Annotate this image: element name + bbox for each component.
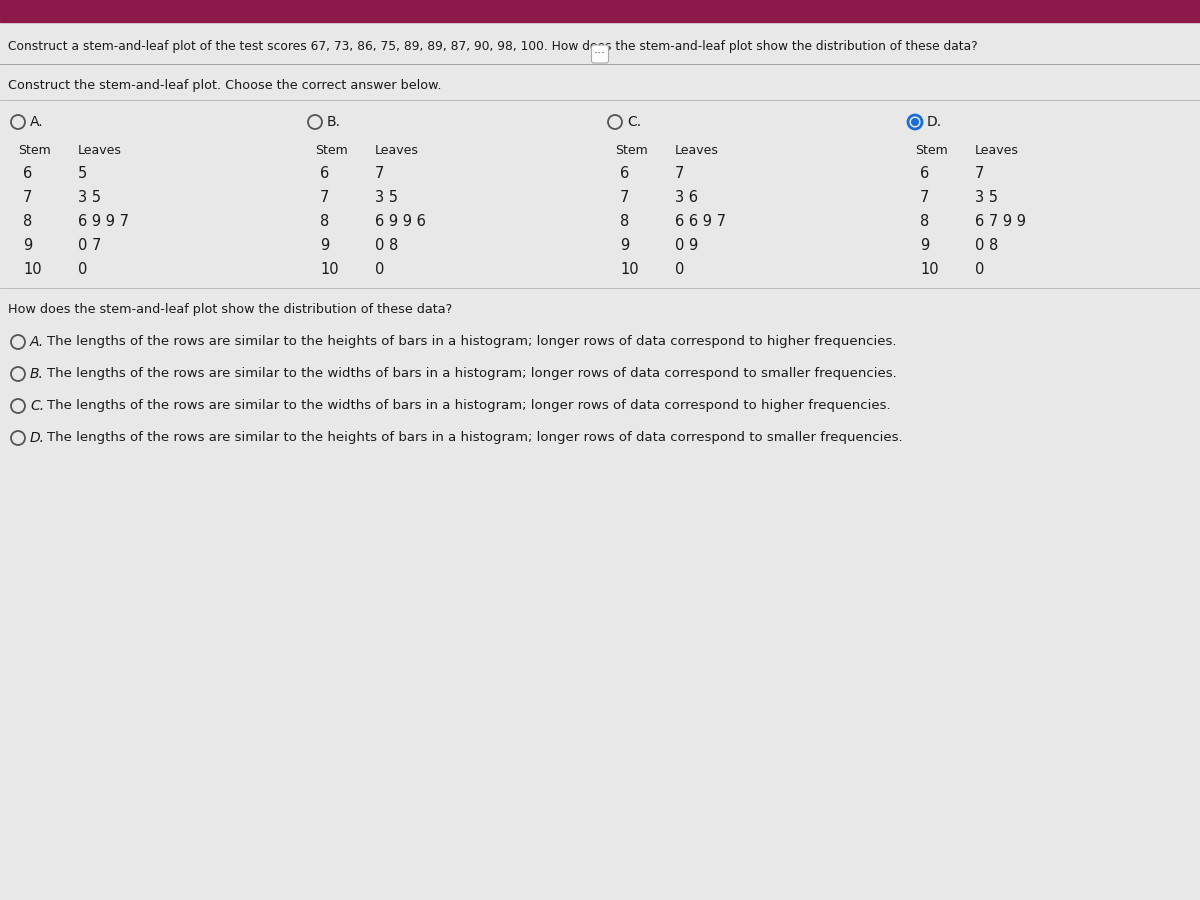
Text: B.: B. xyxy=(30,367,44,381)
Text: D.: D. xyxy=(30,431,46,445)
Text: 0: 0 xyxy=(78,263,88,277)
Text: 9: 9 xyxy=(920,238,929,254)
Text: Stem: Stem xyxy=(916,143,948,157)
Text: The lengths of the rows are similar to the heights of bars in a histogram; longe: The lengths of the rows are similar to t… xyxy=(47,336,896,348)
Text: The lengths of the rows are similar to the widths of bars in a histogram; longer: The lengths of the rows are similar to t… xyxy=(47,400,890,412)
Text: 6: 6 xyxy=(620,166,629,182)
Text: 5: 5 xyxy=(78,166,88,182)
Text: Construct a stem-and-leaf plot of the test scores 67, 73, 86, 75, 89, 89, 87, 90: Construct a stem-and-leaf plot of the te… xyxy=(8,40,978,53)
Text: 8: 8 xyxy=(920,214,929,230)
Text: 7: 7 xyxy=(674,166,684,182)
Bar xyxy=(0,0,1200,22)
Circle shape xyxy=(911,118,919,126)
Text: Stem: Stem xyxy=(616,143,648,157)
Text: 0 8: 0 8 xyxy=(374,238,398,254)
Text: 10: 10 xyxy=(920,263,938,277)
Text: D.: D. xyxy=(928,115,942,129)
Text: 7: 7 xyxy=(620,191,629,205)
Text: A.: A. xyxy=(30,115,43,129)
Text: Construct the stem-and-leaf plot. Choose the correct answer below.: Construct the stem-and-leaf plot. Choose… xyxy=(8,79,442,93)
Text: Leaves: Leaves xyxy=(674,143,719,157)
Text: 8: 8 xyxy=(23,214,32,230)
Text: A.: A. xyxy=(30,335,44,349)
Text: 3 5: 3 5 xyxy=(374,191,398,205)
Text: Stem: Stem xyxy=(314,143,348,157)
Text: 6 9 9 7: 6 9 9 7 xyxy=(78,214,130,230)
Text: The lengths of the rows are similar to the widths of bars in a histogram; longer: The lengths of the rows are similar to t… xyxy=(47,367,896,381)
Text: C.: C. xyxy=(30,399,44,413)
Text: 10: 10 xyxy=(320,263,338,277)
Text: ···: ··· xyxy=(594,48,606,60)
Text: 3 5: 3 5 xyxy=(78,191,101,205)
Text: 0 7: 0 7 xyxy=(78,238,101,254)
Text: 7: 7 xyxy=(374,166,384,182)
Text: 6: 6 xyxy=(320,166,329,182)
Text: Stem: Stem xyxy=(18,143,50,157)
Text: Leaves: Leaves xyxy=(78,143,122,157)
Text: C.: C. xyxy=(628,115,641,129)
Text: 0 9: 0 9 xyxy=(674,238,698,254)
Text: 10: 10 xyxy=(23,263,42,277)
Text: 7: 7 xyxy=(23,191,32,205)
Text: Leaves: Leaves xyxy=(374,143,419,157)
Text: 9: 9 xyxy=(320,238,329,254)
Text: 7: 7 xyxy=(974,166,984,182)
Text: 0: 0 xyxy=(674,263,684,277)
Text: Leaves: Leaves xyxy=(974,143,1019,157)
Text: How does the stem-and-leaf plot show the distribution of these data?: How does the stem-and-leaf plot show the… xyxy=(8,303,452,317)
Text: 6: 6 xyxy=(920,166,929,182)
Text: 0 8: 0 8 xyxy=(974,238,998,254)
Text: 8: 8 xyxy=(320,214,329,230)
Text: 10: 10 xyxy=(620,263,638,277)
Text: 7: 7 xyxy=(920,191,929,205)
Text: 0: 0 xyxy=(974,263,984,277)
Text: 6 9 9 6: 6 9 9 6 xyxy=(374,214,426,230)
Text: 9: 9 xyxy=(23,238,32,254)
Text: 7: 7 xyxy=(320,191,329,205)
Text: 6 7 9 9: 6 7 9 9 xyxy=(974,214,1026,230)
Text: B.: B. xyxy=(326,115,341,129)
Text: 6: 6 xyxy=(23,166,32,182)
Text: 3 6: 3 6 xyxy=(674,191,698,205)
Text: 9: 9 xyxy=(620,238,629,254)
Text: The lengths of the rows are similar to the heights of bars in a histogram; longe: The lengths of the rows are similar to t… xyxy=(47,431,902,445)
Text: 3 5: 3 5 xyxy=(974,191,998,205)
Text: 8: 8 xyxy=(620,214,629,230)
Text: 6 6 9 7: 6 6 9 7 xyxy=(674,214,726,230)
Text: 0: 0 xyxy=(374,263,384,277)
